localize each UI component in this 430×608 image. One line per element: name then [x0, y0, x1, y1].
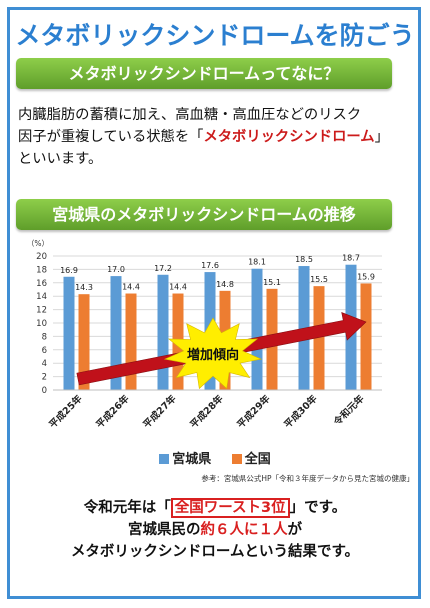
data-label-miyagi: 18.1 [248, 258, 266, 267]
chart-legend: 宮城県 全国 [0, 448, 430, 467]
bar-miyagi [251, 268, 263, 390]
y-tick-label: 18 [36, 265, 47, 275]
data-label-miyagi: 18.7 [342, 254, 360, 263]
x-tick-label: 平成27年 [141, 392, 179, 430]
intro-highlight: メタボリックシンドローム [203, 129, 375, 145]
y-tick-label: 16 [36, 279, 47, 289]
data-label-national: 14.4 [122, 283, 140, 292]
intro-line-1: 内臓脂肪の蓄積に加え、高血糖・高血圧などのリスク [18, 107, 362, 123]
result-line-3: メタボリックシンドロームという結果です。 [70, 544, 360, 560]
bar-national [313, 286, 325, 390]
result-text: 令和元年は「 全国ワースト3位 」です。 宮城県民の約６人に１人が メタボリックシン… [0, 497, 430, 563]
data-label-miyagi: 17.6 [201, 261, 219, 270]
worst-rank-box: 全国ワースト3位 [170, 498, 290, 518]
y-tick-label: 8 [42, 332, 47, 342]
trend-starburst [163, 317, 263, 390]
bar-miyagi [110, 276, 122, 390]
data-label-national: 14.8 [216, 280, 234, 289]
intro-text: 内臓脂肪の蓄積に加え、高血糖・高血圧などのリスク 因子が重複している状態を「メタ… [18, 104, 398, 170]
y-tick-label: 6 [42, 346, 47, 356]
result-line-2-before: 宮城県民の [128, 522, 201, 538]
x-tick-label: 令和元年 [331, 392, 367, 428]
x-tick-label: 平成26年 [94, 392, 132, 430]
data-label-national: 15.9 [357, 272, 375, 281]
result-line-1-after: 」です。 [289, 500, 347, 516]
y-tick-label: 20 [36, 252, 47, 262]
y-tick-label: 0 [42, 386, 47, 396]
data-label-miyagi: 16.9 [60, 266, 78, 275]
y-unit-label: （%） [27, 239, 49, 248]
intro-line-3: といいます。 [18, 151, 103, 167]
y-tick-label: 2 [42, 373, 47, 383]
data-label-national: 14.3 [75, 283, 93, 292]
legend-swatch-national [231, 454, 242, 464]
y-tick-label: 14 [36, 292, 47, 302]
x-tick-label: 平成25年 [47, 392, 85, 430]
legend-swatch-miyagi [159, 454, 170, 464]
data-label-national: 15.1 [263, 278, 281, 287]
legend-label-national: 全国 [244, 452, 271, 467]
result-line-2: 宮城県民の約６人に１人が [0, 519, 430, 541]
section-banner-trend: 宮城県のメタボリックシンドロームの推移 [16, 199, 392, 230]
result-line-1: 令和元年は「 全国ワースト3位 」です。 [0, 497, 430, 519]
bar-chart: 0 2 4 6 8 10 12 14 16 18 20 （%） 16.9 14.3 平成25年 17.0 14.… [27, 239, 382, 431]
bar-national [360, 283, 372, 390]
intro-line-2-after: 」 [374, 129, 389, 145]
legend-item-miyagi: 宮城県 [159, 452, 211, 467]
data-label-miyagi: 17.2 [154, 264, 172, 273]
page-title: メタボリックシンドロームを防ごう [15, 21, 415, 50]
intro-line-2: 因子が重複している状態を「メタボリックシンドローム」 [18, 126, 398, 148]
y-tick-label: 4 [42, 359, 47, 369]
data-label-national: 14.4 [169, 283, 187, 292]
x-tick-label: 平成30年 [282, 392, 320, 430]
x-tick-label: 平成29年 [235, 392, 273, 430]
bar-miyagi [157, 274, 169, 390]
data-label-miyagi: 18.5 [295, 255, 313, 264]
y-tick-label: 12 [36, 306, 47, 316]
bar-national [78, 294, 90, 390]
data-label-miyagi: 17.0 [107, 265, 125, 274]
result-line-2-after: が [287, 522, 303, 538]
legend-label-miyagi: 宮城県 [172, 452, 212, 467]
intro-line-2-before: 因子が重複している状態を「 [18, 129, 204, 145]
bar-national [125, 293, 137, 390]
x-tick-label: 平成28年 [188, 392, 226, 430]
data-label-national: 15.5 [310, 275, 328, 284]
bar-miyagi [63, 276, 75, 390]
result-line-1-before: 令和元年は「 [83, 500, 171, 516]
trend-annotation: 増加傾向 [187, 347, 239, 363]
y-tick-label: 10 [36, 319, 47, 329]
ratio-highlight: 約６人に１人 [200, 522, 288, 538]
section-banner-what-is: メタボリックシンドロームってなに？ [16, 58, 392, 89]
source-note: 参考：宮城県公式HP「令和３年度データから見た宮城の健康」 [201, 474, 414, 483]
legend-item-national: 全国 [231, 452, 271, 467]
